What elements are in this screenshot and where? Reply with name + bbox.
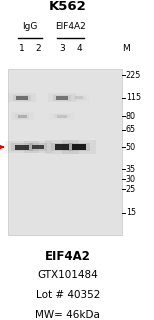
Bar xyxy=(8,69,122,235)
Text: IgG: IgG xyxy=(22,22,38,31)
Bar xyxy=(32,145,44,149)
Bar xyxy=(49,113,75,120)
Bar xyxy=(15,114,29,119)
Text: 4: 4 xyxy=(76,44,82,53)
Bar xyxy=(24,141,52,153)
Bar xyxy=(29,143,47,151)
Bar xyxy=(62,140,96,154)
Bar xyxy=(45,140,79,154)
Text: 2: 2 xyxy=(35,44,41,53)
Text: 65: 65 xyxy=(126,125,136,134)
Bar xyxy=(72,144,86,150)
Bar xyxy=(5,141,39,153)
Bar xyxy=(54,114,70,118)
Text: Lot # 40352: Lot # 40352 xyxy=(36,290,100,300)
Bar xyxy=(73,96,85,100)
Text: 225: 225 xyxy=(126,71,141,80)
Text: GTX101484: GTX101484 xyxy=(37,270,98,280)
Text: 50: 50 xyxy=(126,142,136,151)
Text: MW= 46kDa: MW= 46kDa xyxy=(35,310,100,320)
Text: 30: 30 xyxy=(126,175,136,184)
Text: EIF4A2: EIF4A2 xyxy=(55,22,86,31)
Bar xyxy=(51,143,73,151)
Text: 3: 3 xyxy=(59,44,65,53)
Bar xyxy=(13,95,31,101)
Text: K562: K562 xyxy=(49,0,87,13)
Bar xyxy=(53,95,71,101)
Bar xyxy=(16,96,28,100)
Bar xyxy=(18,115,27,118)
Bar xyxy=(57,115,67,117)
Bar xyxy=(56,96,68,100)
Text: M: M xyxy=(122,44,130,53)
Text: 15: 15 xyxy=(126,208,136,217)
Text: EIF4A2: EIF4A2 xyxy=(45,250,91,263)
Bar xyxy=(15,145,29,149)
Bar xyxy=(75,96,83,100)
Bar xyxy=(68,143,90,151)
Bar xyxy=(48,93,76,102)
Text: 80: 80 xyxy=(126,112,136,121)
Bar xyxy=(69,94,89,102)
Bar xyxy=(8,93,36,102)
Bar xyxy=(11,113,34,120)
Text: 1: 1 xyxy=(19,44,25,53)
Text: 25: 25 xyxy=(126,185,136,194)
Bar xyxy=(11,143,33,151)
Text: 115: 115 xyxy=(126,93,141,102)
Bar xyxy=(55,144,69,150)
Text: 35: 35 xyxy=(126,165,136,174)
